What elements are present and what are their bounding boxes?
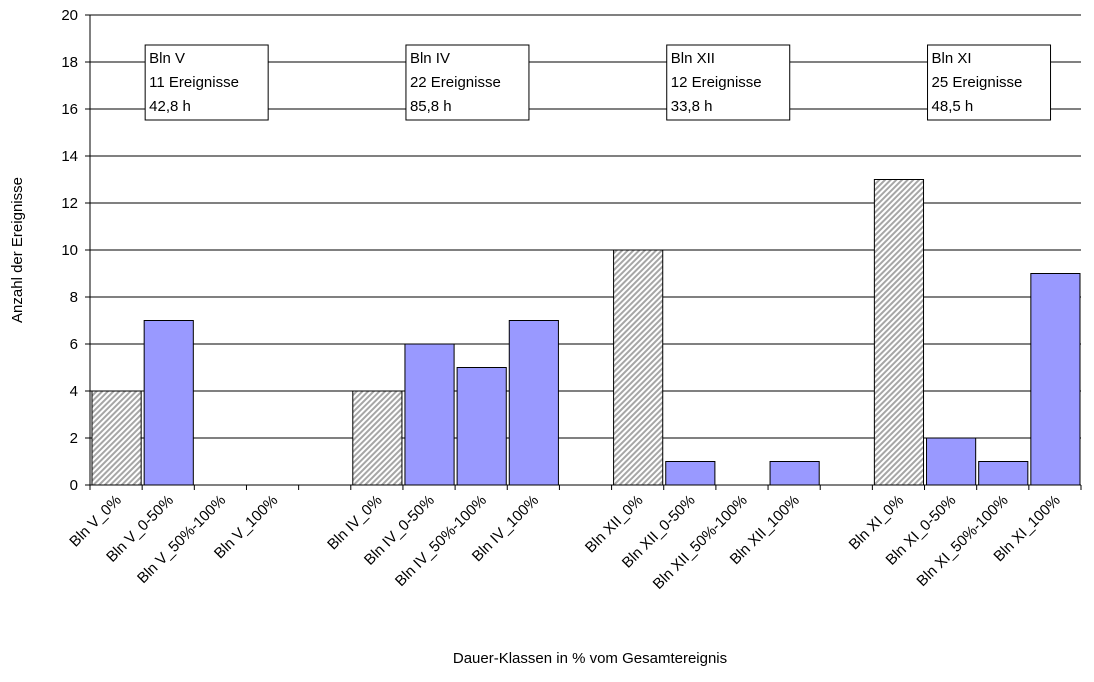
y-tick-label: 4 — [70, 383, 78, 400]
x-tick-label: Bln XII_50%-100% — [650, 492, 751, 593]
y-tick-label: 12 — [61, 195, 78, 212]
y-axis-label: Anzahl der Ereignisse — [9, 177, 26, 323]
gridlines — [90, 14, 1081, 439]
annotation-line: 48,5 h — [932, 98, 974, 115]
y-tick-label: 10 — [61, 242, 78, 259]
bars — [91, 179, 1081, 486]
bar — [143, 320, 194, 486]
annotation-box — [666, 44, 791, 121]
bar — [665, 461, 716, 486]
annotation-line: Bln V — [149, 50, 185, 67]
x-axis-label: Dauer-Klassen in % vom Gesamtereignis — [453, 650, 727, 667]
bar — [873, 179, 925, 486]
y-tick-label: 18 — [61, 54, 78, 71]
annotation-line: 25 Ereignisse — [932, 74, 1023, 91]
annotation-line: 22 Ereignisse — [410, 74, 501, 91]
annotation-line: Bln IV — [410, 50, 450, 67]
annotation-line: 33,8 h — [671, 98, 713, 115]
bar — [456, 367, 507, 486]
bar — [926, 437, 977, 486]
x-tick-label: Bln IV_50%-100% — [392, 492, 490, 590]
x-tick-label: Bln V_50%-100% — [134, 492, 229, 587]
annotation-line: 85,8 h — [410, 98, 452, 115]
bar — [91, 390, 142, 486]
annotation-line: 12 Ereignisse — [671, 74, 762, 91]
bar — [769, 461, 820, 486]
annotation-line: 11 Ereignisse — [149, 74, 239, 91]
y-tick-label: 16 — [61, 101, 78, 118]
annotation-line: Bln XI — [932, 50, 972, 67]
bar — [1030, 273, 1081, 486]
annotation-box — [144, 44, 269, 121]
y-tick-label: 8 — [70, 289, 78, 306]
annotations: Bln V 11 Ereignisse 42,8 h Bln IV 22 Ereigni… — [144, 44, 1052, 121]
bar — [978, 461, 1029, 486]
y-tick-label: 6 — [70, 336, 78, 353]
annotation-line: Bln XII — [671, 50, 715, 67]
annotation-box — [927, 44, 1052, 121]
x-axis-ticks: Bln V_0%Bln V_0-50%Bln V_50%-100%Bln V_1… — [66, 485, 1082, 593]
y-tick-label: 14 — [61, 148, 78, 165]
y-tick-label: 2 — [70, 430, 78, 447]
y-axis-ticks: 0 2 4 6 8 10 12 14 16 18 20 — [61, 7, 90, 494]
bar — [613, 249, 664, 486]
y-tick-label: 0 — [70, 477, 78, 494]
annotation-line: 42,8 h — [149, 98, 191, 115]
annotation-box — [405, 44, 530, 121]
axes — [89, 15, 1081, 486]
x-tick-label: Bln XI_50%-100% — [913, 492, 1011, 590]
y-tick-label: 20 — [61, 7, 78, 24]
bar — [352, 390, 403, 486]
bar — [508, 320, 559, 486]
bar — [404, 343, 455, 486]
